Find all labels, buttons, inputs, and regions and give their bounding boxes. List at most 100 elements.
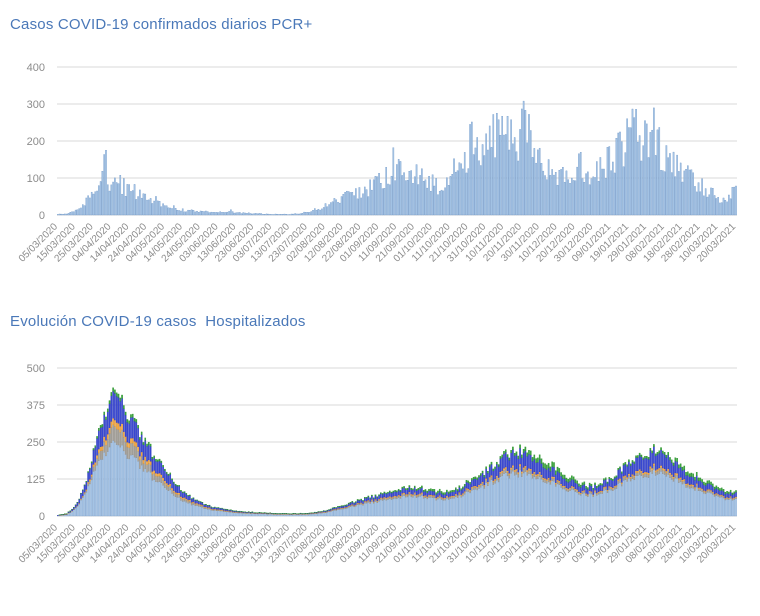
bar-segment: [358, 504, 361, 517]
bar-segment: [424, 179, 427, 216]
bar-segment: [392, 490, 395, 493]
bar-segment: [513, 469, 516, 473]
bar-segment: [201, 506, 204, 517]
bar-segment: [488, 464, 491, 468]
bar-segment: [726, 491, 728, 494]
bar-segment: [490, 475, 493, 478]
bar-segment: [96, 458, 98, 466]
bar-segment: [513, 471, 516, 476]
bar-segment: [394, 490, 396, 492]
bar-segment: [388, 184, 391, 216]
bar-segment: [155, 459, 157, 462]
bar-segment: [496, 475, 498, 478]
bar-segment: [579, 152, 582, 216]
bar-segment: [603, 488, 605, 491]
bar-segment: [463, 485, 466, 492]
bar-segment: [413, 176, 416, 216]
bar-segment: [731, 187, 734, 216]
bar-segment: [633, 476, 636, 481]
bar-segment: [92, 193, 95, 216]
bar-segment: [699, 191, 702, 216]
bar-segment: [676, 473, 678, 476]
bar-segment: [537, 473, 539, 476]
bar-segment: [328, 204, 330, 216]
bar-segment: [392, 491, 395, 497]
bar-segment: [690, 169, 693, 216]
bar-segment: [656, 468, 659, 472]
bar-segment: [662, 450, 664, 454]
bar-segment: [571, 487, 573, 490]
bar-segment: [699, 487, 702, 489]
bar-segment: [314, 208, 316, 216]
bar-segment: [663, 452, 666, 455]
bar-segment: [471, 486, 473, 489]
bar-segment: [571, 479, 573, 487]
bar-segment: [342, 194, 345, 216]
bar-segment: [619, 479, 621, 483]
bar-segment: [108, 433, 111, 448]
bar-segment: [663, 474, 666, 517]
bar-segment: [121, 394, 123, 399]
bar-segment: [603, 490, 605, 517]
bar-segment: [565, 481, 568, 489]
bar-segment: [669, 474, 671, 478]
bar-segment: [676, 154, 678, 216]
bar-segment: [697, 477, 700, 482]
bar-segment: [98, 452, 100, 461]
bar-segment: [362, 505, 364, 517]
bar-segment: [479, 475, 482, 484]
bar-segment: [338, 506, 341, 509]
bar-segment: [512, 470, 514, 517]
bar-segment: [724, 492, 727, 495]
bar-segment: [703, 484, 705, 491]
bar-segment: [173, 495, 175, 517]
bar-segment: [135, 457, 138, 517]
bar-segment: [710, 492, 712, 517]
bar-segment: [324, 512, 327, 517]
bar-segment: [726, 499, 728, 517]
bar-segment: [558, 472, 561, 482]
bar-segment: [217, 507, 220, 510]
bar-segment: [458, 487, 461, 493]
bar-segment: [81, 204, 84, 216]
bar-segment: [642, 477, 644, 517]
bar-segment: [106, 408, 109, 413]
bar-segment: [180, 500, 182, 517]
bar-segment: [351, 192, 354, 216]
pcr-daily-chart-plot: 010020030040005/03/202015/03/202025/03/2…: [17, 62, 739, 265]
bar-segment: [124, 441, 127, 455]
bar-segment: [578, 486, 580, 492]
bar-segment: [522, 449, 525, 453]
bar-segment: [281, 514, 284, 517]
bar-segment: [424, 497, 427, 517]
bar-segment: [349, 502, 352, 506]
bar-segment: [469, 483, 471, 491]
bar-segment: [422, 496, 425, 499]
bar-segment: [645, 457, 648, 473]
bar-segment: [413, 485, 416, 488]
bar-segment: [565, 170, 568, 216]
bar-segment: [583, 182, 586, 216]
bar-segment: [521, 473, 523, 477]
bar-segment: [674, 477, 677, 517]
bar-segment: [562, 485, 564, 488]
bar-segment: [733, 491, 736, 494]
bar-segment: [613, 172, 616, 216]
bar-segment: [462, 495, 464, 517]
bar-segment: [376, 176, 379, 216]
bar-segment: [637, 457, 639, 472]
bar-segment: [656, 452, 659, 455]
bar-segment: [105, 419, 107, 441]
bar-segment: [442, 500, 445, 517]
bar-segment: [604, 487, 607, 490]
bar-segment: [71, 511, 73, 517]
bar-segment: [123, 178, 125, 216]
bar-segment: [430, 488, 432, 491]
bar-segment: [67, 213, 70, 216]
bar-segment: [626, 478, 628, 482]
bar-segment: [699, 488, 702, 491]
bar-segment: [587, 487, 589, 490]
bar-segment: [640, 160, 643, 216]
chart-block-hospitalized: Evolución COVID-19 casos Hospitalizados …: [0, 313, 760, 588]
bar-segment: [408, 492, 411, 496]
